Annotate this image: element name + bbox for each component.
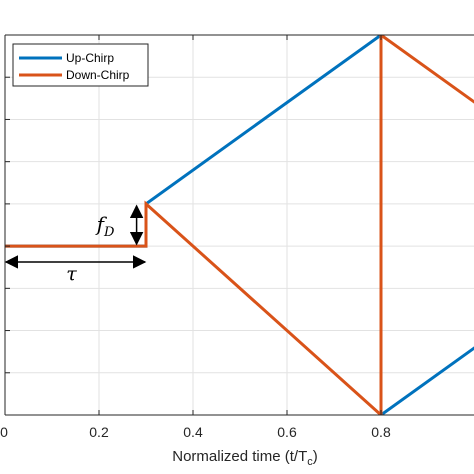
x-tick-labels: 0 0.2 0.4 0.6 0.8: [0, 424, 391, 440]
x-tick-label-1: 0.2: [89, 424, 109, 440]
x-axis-label: Normalized time (t/Tc): [172, 448, 318, 468]
legend-label-down-chirp: Down-Chirp: [66, 68, 130, 82]
plot-background: [5, 35, 474, 415]
axes: [4, 34, 474, 416]
series-line-down-chirp: [5, 35, 474, 415]
x-tick-label-4: 0.8: [371, 424, 391, 440]
x-tick-label-2: 0.4: [183, 424, 203, 440]
legend: Up-Chirp Down-Chirp: [12, 43, 149, 87]
series-lines: [5, 35, 474, 415]
x-tick-label-0: 0: [0, 424, 8, 440]
legend-label-up-chirp: Up-Chirp: [66, 51, 114, 65]
legend-box: [12, 43, 149, 87]
x-tick-label-3: 0.6: [277, 424, 297, 440]
tau-label: τ: [66, 263, 77, 285]
